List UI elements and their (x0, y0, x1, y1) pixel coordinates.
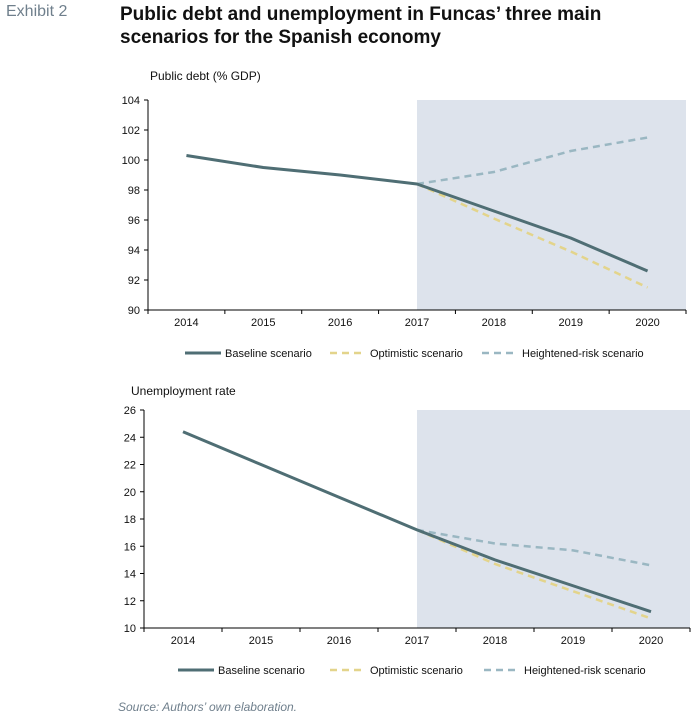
heightened-risk-series-line (416, 136, 648, 186)
forecast-shading (417, 410, 690, 628)
x-tick-label: 2018 (483, 635, 507, 647)
optimistic-legend-label: Optimistic scenario (370, 665, 463, 677)
page-title: Public debt and unemployment in Funcas’ … (120, 4, 602, 48)
y-tick-label: 18 (124, 514, 136, 526)
x-tick-label: 2020 (635, 317, 659, 329)
x-tick-label: 2015 (251, 317, 275, 329)
y-tick-label: 26 (124, 405, 136, 417)
y-tick-label: 14 (124, 569, 136, 581)
y-tick-label: 20 (124, 487, 136, 499)
heightened-risk-legend-label: Heightened-risk scenario (522, 348, 644, 360)
y-tick-label: 92 (128, 275, 140, 287)
x-tick-label: 2017 (405, 317, 429, 329)
y-axis-title: Unemployment rate (131, 384, 236, 398)
y-tick-label: 98 (128, 185, 140, 197)
x-tick-label: 2018 (482, 317, 506, 329)
y-tick-label: 104 (122, 95, 140, 107)
optimistic-series-line (416, 182, 649, 289)
source-note: Source: Authors’ own elaboration. (118, 700, 297, 714)
y-tick-label: 100 (122, 155, 140, 167)
x-tick-label: 2015 (249, 635, 273, 647)
y-tick-label: 10 (124, 623, 136, 635)
forecast-shading (417, 100, 686, 310)
x-tick-label: 2014 (174, 317, 198, 329)
y-tick-label: 12 (124, 596, 136, 608)
heightened-risk-legend-label: Heightened-risk scenario (524, 665, 646, 677)
y-tick-label: 22 (124, 460, 136, 472)
optimistic-legend-label: Optimistic scenario (370, 348, 463, 360)
baseline-legend-label: Baseline scenario (218, 665, 305, 677)
baseline-series-line (186, 154, 649, 273)
y-tick-label: 16 (124, 541, 136, 553)
x-tick-label: 2019 (561, 635, 585, 647)
x-tick-label: 2019 (558, 317, 582, 329)
x-tick-label: 2017 (405, 635, 429, 647)
y-tick-label: 96 (128, 215, 140, 227)
public-debt-chart: Public debt (% GDP) 90 92 94 96 98 100 102 104 20… (122, 69, 687, 360)
heightened-risk-series-line (416, 528, 652, 567)
exhibit-label: Exhibit 2 (6, 3, 68, 20)
optimistic-series-line (416, 528, 652, 620)
y-tick-label: 94 (128, 245, 140, 257)
y-tick-label: 24 (124, 432, 136, 444)
y-tick-label: 90 (128, 305, 140, 317)
y-tick-label: 102 (122, 125, 140, 137)
baseline-series-line (182, 430, 652, 614)
baseline-legend-label: Baseline scenario (225, 348, 312, 360)
x-tick-label: 2020 (639, 635, 663, 647)
x-tick-label: 2016 (327, 635, 351, 647)
x-tick-label: 2014 (171, 635, 195, 647)
unemployment-chart: Unemployment rate 10 12 14 16 18 20 22 24 26 2014 2… (124, 384, 691, 677)
x-tick-label: 2016 (328, 317, 352, 329)
y-axis-title: Public debt (% GDP) (150, 69, 261, 83)
